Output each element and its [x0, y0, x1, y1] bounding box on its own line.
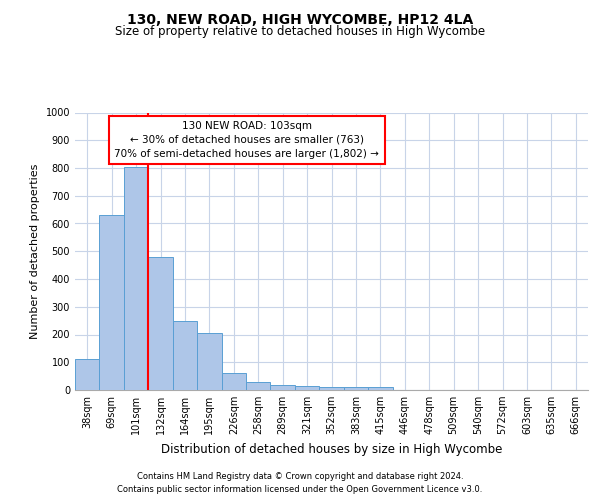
Bar — [295, 386, 319, 390]
Bar — [173, 320, 197, 390]
Text: 130 NEW ROAD: 103sqm
← 30% of detached houses are smaller (763)
70% of semi-deta: 130 NEW ROAD: 103sqm ← 30% of detached h… — [115, 121, 379, 159]
Text: Contains HM Land Registry data © Crown copyright and database right 2024.
Contai: Contains HM Land Registry data © Crown c… — [118, 472, 482, 494]
Bar — [271, 385, 295, 390]
Text: 130, NEW ROAD, HIGH WYCOMBE, HP12 4LA: 130, NEW ROAD, HIGH WYCOMBE, HP12 4LA — [127, 12, 473, 26]
X-axis label: Distribution of detached houses by size in High Wycombe: Distribution of detached houses by size … — [161, 442, 502, 456]
Bar — [124, 166, 148, 390]
Bar — [148, 257, 173, 390]
Bar — [344, 387, 368, 390]
Bar — [75, 360, 100, 390]
Bar — [319, 387, 344, 390]
Bar — [221, 373, 246, 390]
Bar — [197, 332, 221, 390]
Text: Size of property relative to detached houses in High Wycombe: Size of property relative to detached ho… — [115, 25, 485, 38]
Y-axis label: Number of detached properties: Number of detached properties — [30, 164, 40, 339]
Bar — [368, 386, 392, 390]
Bar — [246, 382, 271, 390]
Bar — [100, 215, 124, 390]
